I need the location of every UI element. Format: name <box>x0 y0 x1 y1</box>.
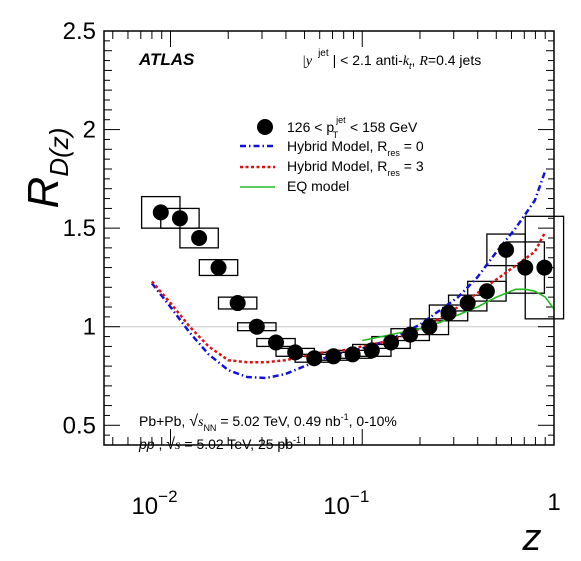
legend-hybrid3-text-a: Hybrid Model, R <box>287 158 387 174</box>
legend-hybrid0-text-a: Hybrid Model, R <box>287 138 387 154</box>
data-point <box>498 241 515 258</box>
data-point <box>248 318 265 335</box>
eq-model-curve <box>362 288 555 342</box>
x-tick-exponent: −1 <box>350 487 369 506</box>
systematic-box <box>179 227 219 249</box>
x-tick-label: 10−2 <box>131 487 177 520</box>
legend-data-sub: T <box>333 130 339 140</box>
data-point <box>152 204 169 221</box>
data-point <box>421 318 438 335</box>
data-point <box>325 348 342 365</box>
pbpb-annotation: Pb+Pb, √sNN = 5.02 TeV, 0.49 nb-1, 0-10% <box>139 412 397 433</box>
tick-labels: 0.511.522.510−2 10−1 1 <box>63 18 561 520</box>
pbpb-nn: NN <box>203 423 216 433</box>
legend-eq-label: EQ model <box>287 178 349 194</box>
y-tick-label: 1.5 <box>63 215 96 242</box>
selection-end: =0.4 jets <box>428 52 481 68</box>
x-tick-base: 10 <box>323 493 350 520</box>
data-point <box>459 295 476 312</box>
data-point <box>536 259 553 276</box>
y-tick-label: 0.5 <box>63 412 96 439</box>
data-point <box>402 326 419 343</box>
data-point <box>517 259 534 276</box>
legend-data-text-a: 126 < p <box>287 119 334 135</box>
y-axis-title-main: R <box>19 177 68 209</box>
selection-comma: , <box>412 52 420 68</box>
y-tick-label: 2.5 <box>63 18 96 45</box>
x-tick-label: 10−1 <box>323 487 369 520</box>
legend-hybrid3-label: Hybrid Model, Rres = 3 <box>287 158 424 178</box>
selection-R: R <box>418 54 428 69</box>
legend-data-label: 126 < p jet T < 158 GeV <box>287 115 418 140</box>
atlas-label: ATLAS <box>138 50 195 69</box>
y-axis-title: RD(z) <box>19 128 74 209</box>
x-axis-title: z <box>522 517 542 559</box>
selection-t: t <box>409 61 412 71</box>
data-points <box>152 204 553 367</box>
selection-sup: jet <box>317 48 329 59</box>
data-point <box>344 346 361 363</box>
pbpb-text-b: = 5.02 TeV, 0.49 nb <box>216 413 340 429</box>
pp-text-b: = 5.02 TeV, 25 pb <box>180 436 293 452</box>
x-tick-base: 10 <box>131 493 158 520</box>
data-point <box>440 304 457 321</box>
data-point <box>229 295 246 312</box>
legend-data-text-b: < 158 GeV <box>346 119 418 135</box>
legend-hybrid3-text-b: = 3 <box>400 158 424 174</box>
pbpb-exp: -1 <box>341 412 349 422</box>
legend: 126 < p jet T < 158 GeV Hybrid Model, Rres… <box>240 115 424 194</box>
x-tick-label: 1 <box>547 489 560 516</box>
y-axis-title-sub: D(z) <box>44 128 74 177</box>
x-tick-exponent: −2 <box>158 487 177 506</box>
data-point <box>363 342 380 359</box>
axis-ticks <box>104 30 555 446</box>
legend-hybrid0-label: Hybrid Model, Rres = 0 <box>287 138 424 158</box>
legend-data-marker <box>257 119 273 135</box>
pp-pp: pp <box>138 436 155 452</box>
pp-comma: , <box>155 436 167 452</box>
data-point <box>478 283 495 300</box>
selection-text: |y jet | < 2.1 anti-kt, R=0.4 jets <box>302 48 481 71</box>
legend-hybrid0-sub: res <box>387 148 400 158</box>
data-point <box>210 259 227 276</box>
legend-hybrid3-sub: res <box>387 168 400 178</box>
pp-annotation: pp , √s = 5.02 TeV, 25 pb-1 <box>138 435 301 453</box>
data-point <box>383 334 400 351</box>
legend-data-sup: jet <box>335 115 346 125</box>
data-point <box>171 210 188 227</box>
plot-frame <box>103 30 555 446</box>
data-point <box>287 344 304 361</box>
legend-hybrid0-text-b: = 0 <box>400 138 424 154</box>
pp-sqrt: √ <box>166 436 175 453</box>
y-tick-label: 1 <box>83 314 96 341</box>
y-tick-label: 2 <box>83 117 96 144</box>
pp-exp: -1 <box>293 435 301 445</box>
pbpb-s: s <box>198 415 204 430</box>
plot-background <box>104 31 554 445</box>
data-point <box>191 230 208 246</box>
data-point <box>268 334 285 351</box>
selection-prefix: |y <box>302 54 313 69</box>
data-point <box>306 350 323 367</box>
selection-k: k <box>403 54 410 69</box>
pbpb-text-c: , 0-10% <box>349 413 397 429</box>
pbpb-text-a: Pb+Pb, <box>139 413 189 429</box>
pbpb-sqrt: √ <box>189 413 198 430</box>
pp-s: s <box>175 438 181 453</box>
selection-mid: | < 2.1 anti- <box>333 52 404 68</box>
